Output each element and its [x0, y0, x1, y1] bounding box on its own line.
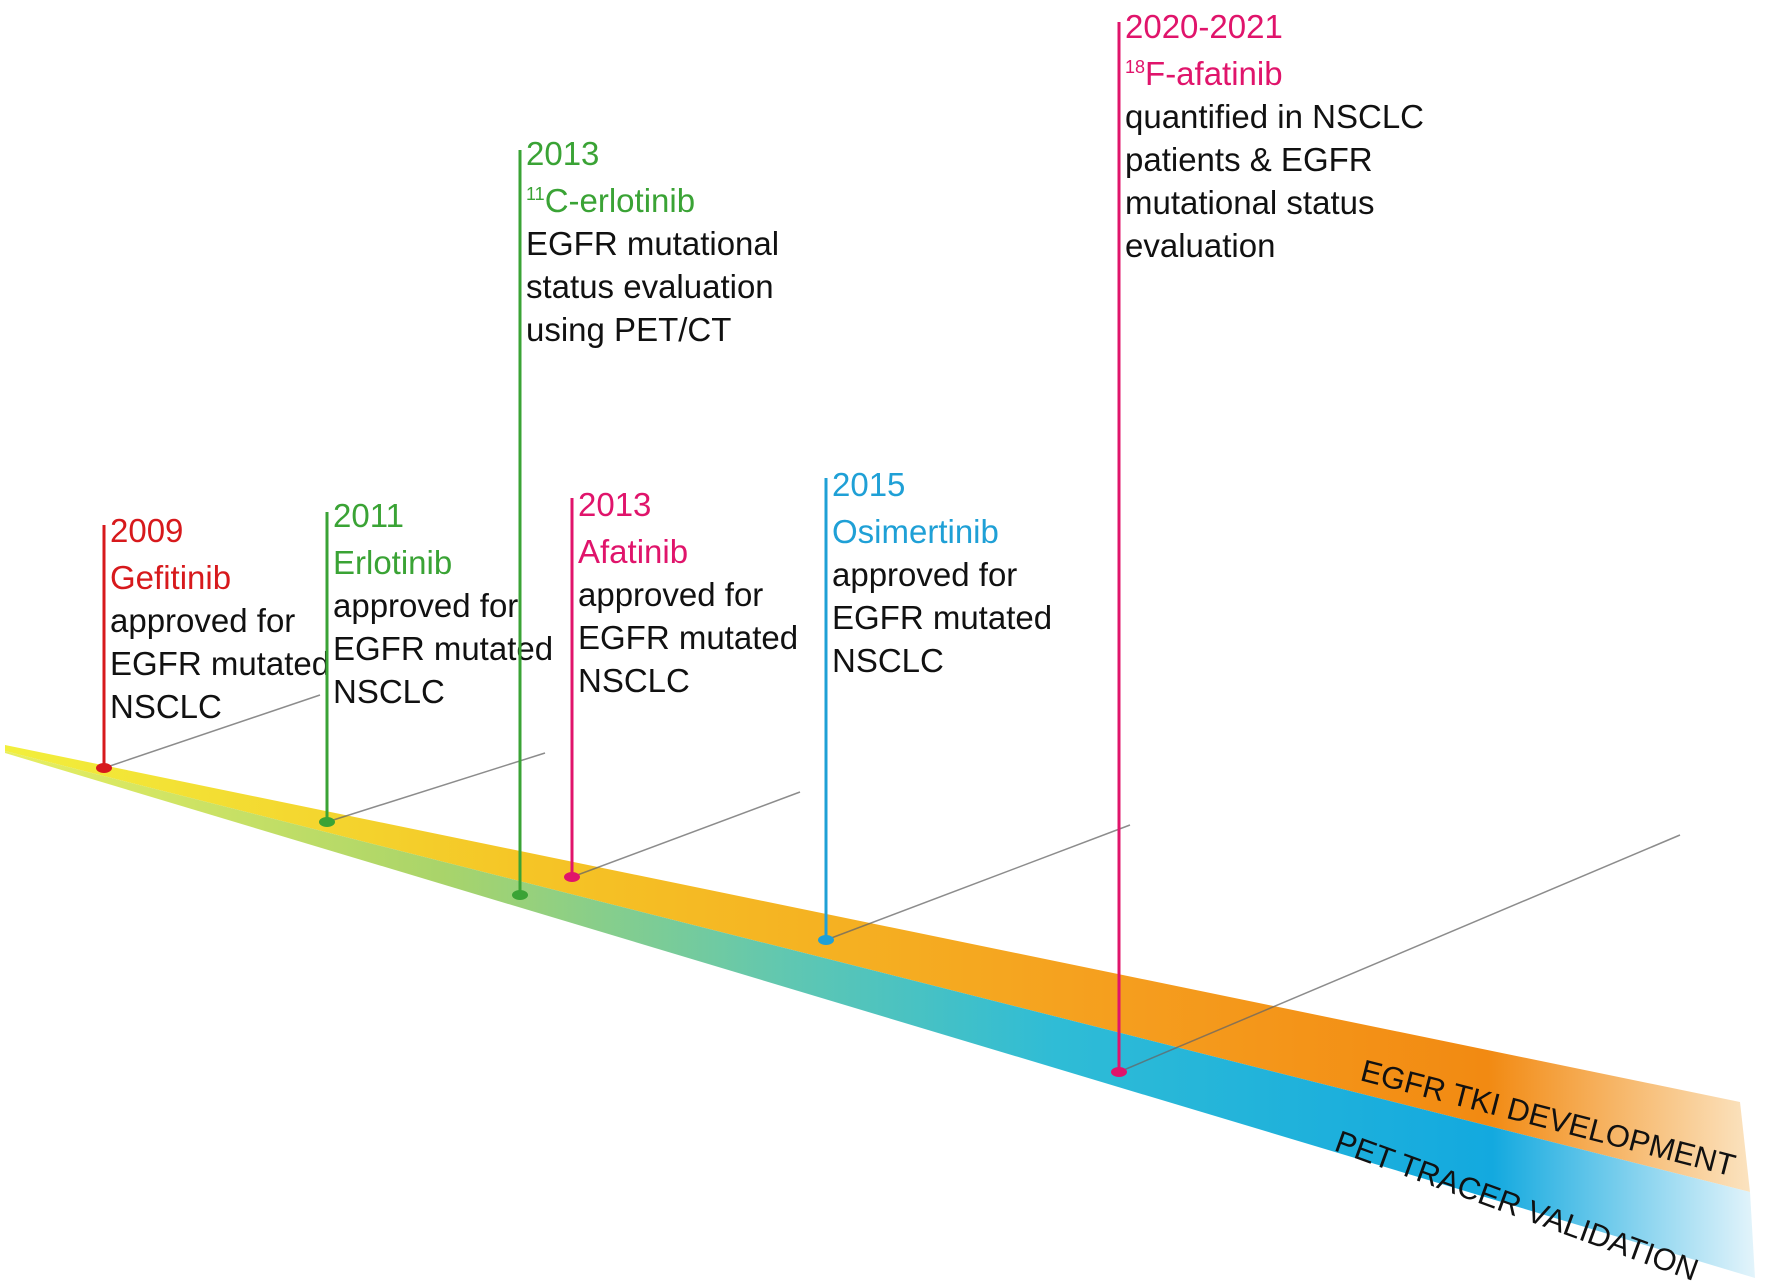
event-description-line: evaluation: [1125, 227, 1275, 264]
event-gefitinib-2009: 2009 Gefitinib approved for EGFR mutated NSC…: [96, 512, 330, 773]
event-afatinib-2013: 2013 Afatinib approved for EGFR mutated NSCL…: [564, 486, 801, 882]
event-description-line: approved for: [110, 602, 295, 639]
event-marker-dot: [564, 872, 580, 882]
event-year: 2009: [110, 512, 183, 549]
event-name: Afatinib: [578, 533, 688, 570]
event-marker-dot: [1111, 1067, 1127, 1077]
event-connector-line: [571, 791, 801, 878]
event-year: 2011: [333, 497, 404, 534]
event-description-line: EGFR mutational: [526, 225, 779, 262]
event-name: Gefitinib: [110, 559, 231, 596]
isotope-superscript: 18: [1125, 57, 1145, 77]
event-description-line: NSCLC: [333, 673, 445, 710]
event-description-line: NSCLC: [578, 662, 690, 699]
event-description-line: approved for: [333, 587, 518, 624]
event-name: 18F-afatinib: [1125, 55, 1283, 92]
event-description-line: using PET/CT: [526, 311, 731, 348]
event-description-line: EGFR mutated: [832, 599, 1052, 636]
event-connector-line: [825, 824, 1131, 941]
event-description-line: NSCLC: [110, 688, 222, 725]
event-year: 2020-2021: [1125, 8, 1283, 45]
event-year: 2013: [578, 486, 651, 523]
event-c11-erlotinib-2013: 2013 11C-erlotinib EGFR mutational status e…: [512, 135, 779, 900]
event-marker-dot: [319, 817, 335, 827]
event-description-line: status evaluation: [526, 268, 774, 305]
event-marker-dot: [818, 935, 834, 945]
isotope-superscript: 11: [526, 184, 545, 204]
event-name: Erlotinib: [333, 544, 452, 581]
event-connector-line: [103, 694, 321, 769]
event-osimertinib-2015: 2015 Osimertinib approved for EGFR mutated N…: [818, 466, 1131, 945]
event-year: 2013: [526, 135, 599, 172]
event-description-line: mutational status: [1125, 184, 1374, 221]
event-description-line: approved for: [578, 576, 763, 613]
event-description-line: approved for: [832, 556, 1017, 593]
tki-development-band: [5, 745, 1750, 1192]
event-year: 2015: [832, 466, 905, 503]
event-connector-line: [326, 752, 546, 823]
event-description-line: EGFR mutated: [578, 619, 798, 656]
event-marker-dot: [512, 890, 528, 900]
event-description-line: quantified in NSCLC: [1125, 98, 1424, 135]
event-description-line: patients & EGFR: [1125, 141, 1373, 178]
event-marker-dot: [96, 763, 112, 773]
event-f18-afatinib-2020-2021: 2020-2021 18F-afatinib quantified in NSCLC…: [1111, 8, 1681, 1077]
event-name: 11C-erlotinib: [526, 182, 695, 219]
event-description-line: EGFR mutated: [333, 630, 553, 667]
event-description-line: NSCLC: [832, 642, 944, 679]
event-connector-line: [1118, 834, 1681, 1073]
pet-tracer-validation-band: [5, 751, 1755, 1278]
event-name: Osimertinib: [832, 513, 999, 550]
event-erlotinib-2011: 2011 Erlotinib approved for EGFR mutated NSC…: [319, 497, 553, 827]
event-description-line: EGFR mutated: [110, 645, 330, 682]
